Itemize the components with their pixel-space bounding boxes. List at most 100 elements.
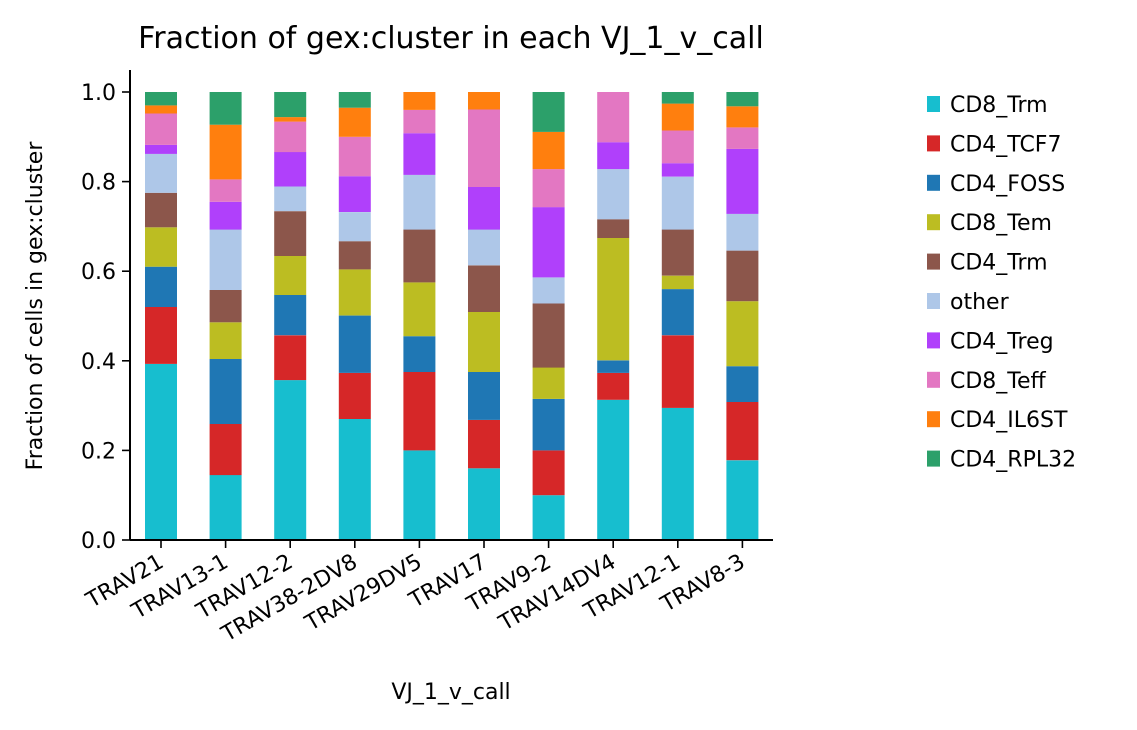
- bar-segment-4-4: [403, 229, 436, 283]
- bar-segment-0-7: [145, 113, 177, 145]
- bar-segment-6-6: [532, 207, 565, 278]
- legend-swatch: [927, 411, 940, 428]
- bar-segment-3-5: [338, 212, 371, 242]
- bar-segment-8-2: [661, 289, 694, 336]
- bar-segment-6-8: [532, 131, 565, 170]
- bar-segment-5-2: [468, 372, 500, 420]
- bar-segment-4-0: [403, 450, 436, 540]
- bar-segment-7-7: [597, 92, 630, 143]
- legend-swatch: [927, 332, 940, 349]
- bar-segment-7-1: [597, 372, 630, 400]
- bar-segment-1-5: [209, 229, 242, 290]
- bar-segment-8-3: [661, 275, 694, 290]
- legend-label: CD4_FOSS: [950, 172, 1065, 197]
- bar-segment-1-0: [209, 475, 242, 540]
- bar-segment-7-6: [597, 142, 630, 170]
- bar-segment-1-4: [209, 290, 242, 323]
- bar-segment-3-4: [338, 241, 371, 270]
- bar-segment-2-2: [274, 294, 307, 336]
- legend: CD8_Trm CD4_TCF7 CD4_FOSS CD8_Tem CD4_Trmoth…: [927, 93, 1076, 473]
- bar-segment-3-8: [338, 107, 371, 137]
- legend-label: other: [950, 290, 1010, 315]
- y-tick-label: 1.0: [81, 81, 116, 106]
- bar-segment-2-4: [274, 211, 307, 256]
- bar-segment-6-4: [532, 303, 565, 368]
- bar-segment-4-6: [403, 133, 436, 175]
- bar-segment-9-8: [726, 106, 759, 128]
- legend-label: CD4_RPL32: [950, 448, 1076, 473]
- bar-segment-8-8: [661, 103, 694, 131]
- bar-segment-3-3: [338, 269, 371, 316]
- bar-segment-3-6: [338, 176, 371, 212]
- bar-segment-9-0: [726, 460, 759, 540]
- bar-segment-3-7: [338, 136, 371, 177]
- bar-segment-0-2: [145, 266, 177, 307]
- y-tick-label: 0.0: [81, 529, 116, 554]
- legend-swatch: [927, 450, 940, 467]
- bar-segment-7-3: [597, 238, 630, 361]
- bar-segment-2-3: [274, 256, 307, 295]
- y-axis-label: Fraction of cells in gex:cluster: [23, 141, 48, 471]
- bar-segment-8-4: [661, 229, 694, 276]
- legend-swatch: [927, 371, 940, 388]
- bar-segment-2-0: [274, 380, 307, 540]
- bar-segment-8-1: [661, 335, 694, 408]
- bars-layer: [145, 92, 759, 540]
- chart-title: Fraction of gex:cluster in each VJ_1_v_c…: [138, 21, 764, 56]
- legend-swatch: [927, 96, 940, 112]
- bar-segment-2-5: [274, 186, 307, 212]
- bar-segment-0-9: [145, 92, 177, 106]
- bar-segment-9-5: [726, 213, 759, 251]
- bar-segment-3-0: [338, 419, 371, 540]
- bar-segment-8-5: [661, 176, 694, 230]
- legend-label: CD4_IL6ST: [950, 408, 1068, 433]
- y-tick-label: 0.8: [81, 171, 116, 196]
- bar-segment-9-3: [726, 301, 759, 367]
- bar-segment-1-6: [209, 201, 242, 230]
- bar-segment-8-7: [661, 130, 694, 164]
- bar-segment-3-2: [338, 315, 371, 373]
- bar-segment-0-6: [145, 144, 177, 154]
- bar-segment-4-5: [403, 174, 436, 230]
- bar-segment-9-6: [726, 148, 759, 214]
- bar-segment-7-5: [597, 169, 630, 220]
- legend-swatch: [927, 253, 940, 270]
- y-tick-label: 0.2: [81, 439, 116, 464]
- bar-segment-8-0: [661, 407, 694, 540]
- bar-segment-2-1: [274, 335, 307, 381]
- bar-segment-3-9: [338, 92, 371, 108]
- bar-segment-5-6: [468, 187, 500, 230]
- bar-segment-5-1: [468, 419, 500, 469]
- legend-swatch: [927, 293, 940, 309]
- bar-segment-9-1: [726, 402, 759, 461]
- legend-swatch: [927, 214, 940, 231]
- bar-segment-4-3: [403, 282, 436, 337]
- bar-segment-0-0: [145, 363, 177, 540]
- bar-segment-6-3: [532, 367, 565, 399]
- bar-segment-8-6: [661, 163, 694, 177]
- bar-segment-6-5: [532, 277, 565, 304]
- bar-segment-9-2: [726, 366, 759, 402]
- bar-segment-1-7: [209, 179, 242, 202]
- bar-segment-5-4: [468, 265, 500, 312]
- bar-segment-1-8: [209, 124, 242, 180]
- legend-swatch: [927, 174, 940, 191]
- bar-segment-4-1: [403, 372, 436, 451]
- x-axis-label: VJ_1_v_call: [391, 680, 510, 705]
- legend-label: CD4_TCF7: [950, 132, 1061, 157]
- bar-segment-2-7: [274, 121, 307, 153]
- bar-segment-7-2: [597, 360, 630, 373]
- bar-segment-3-1: [338, 372, 371, 419]
- bar-segment-6-0: [532, 495, 565, 540]
- bar-segment-5-5: [468, 229, 500, 266]
- bar-segment-0-5: [145, 153, 177, 193]
- bar-segment-7-4: [597, 219, 630, 238]
- bar-segment-4-2: [403, 336, 436, 372]
- legend-label: CD8_Teff: [950, 369, 1047, 394]
- bar-segment-0-8: [145, 105, 177, 114]
- legend-swatch: [927, 135, 940, 152]
- legend-label: CD4_Treg: [950, 329, 1054, 354]
- bar-segment-1-1: [209, 424, 242, 476]
- bar-segment-1-2: [209, 359, 242, 424]
- y-tick-label: 0.4: [81, 350, 116, 375]
